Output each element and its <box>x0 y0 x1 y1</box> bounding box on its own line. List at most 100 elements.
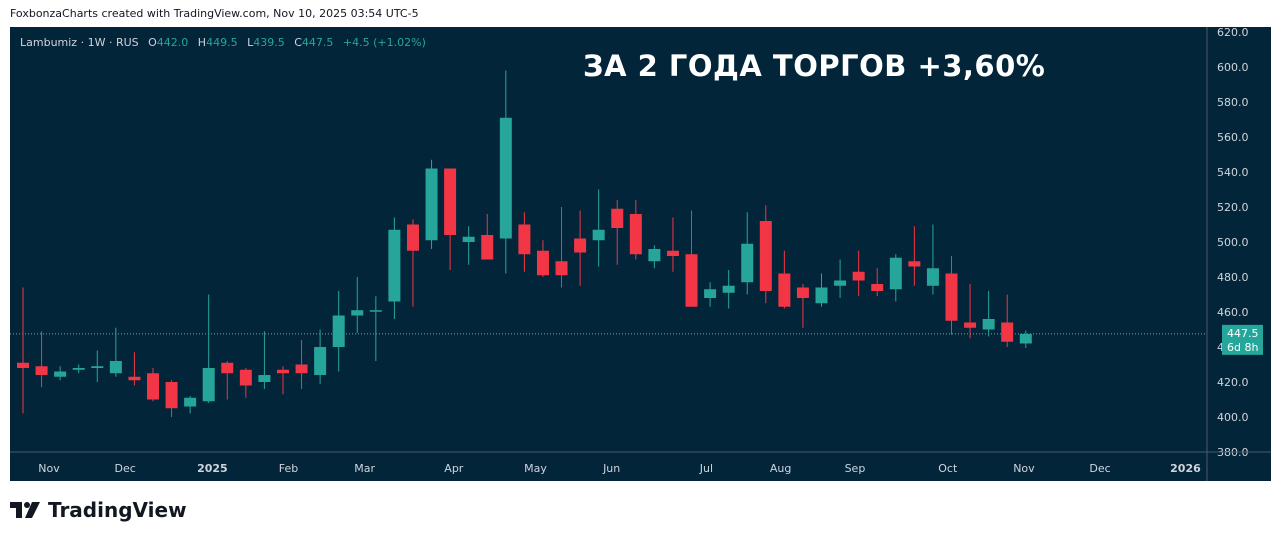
candle-body <box>908 261 921 267</box>
candle-body <box>165 382 178 409</box>
candle-body <box>128 376 141 381</box>
candle-body <box>388 229 401 302</box>
time-tick-label: 2025 <box>197 462 228 475</box>
candle-body <box>54 371 67 377</box>
open-label: O <box>148 36 157 49</box>
price-tick-label: 520.0 <box>1217 201 1249 214</box>
candle-body <box>444 168 457 235</box>
candle-body <box>722 285 735 293</box>
candle-body <box>351 310 364 316</box>
candle-body <box>91 366 104 368</box>
candle-body <box>239 369 252 386</box>
candle-body <box>815 287 828 304</box>
candle-body <box>295 364 308 374</box>
high-value: 449.5 <box>206 36 238 49</box>
high-label: H <box>197 36 207 49</box>
candle-body <box>1001 322 1014 342</box>
candle-body <box>611 208 624 228</box>
chart-area[interactable]: 620.0 600.0 580.0 560.0 540.0 520.0 500.0 480.0… <box>10 27 1271 481</box>
candle-body <box>72 368 85 370</box>
time-tick-label: Jun <box>602 462 620 475</box>
time-tick-label: Aug <box>770 462 791 475</box>
candle-body <box>1019 333 1032 344</box>
time-tick-label: Feb <box>279 462 298 475</box>
candle-body <box>945 273 958 321</box>
price-tick-label: 560.0 <box>1217 131 1249 144</box>
candle-body <box>964 322 977 328</box>
price-tick-label: 580.0 <box>1217 96 1249 109</box>
close-value: 447.5 <box>301 36 334 49</box>
time-tick-label: Nov <box>1013 462 1035 475</box>
price-tick-label: 480.0 <box>1217 271 1249 284</box>
time-tick-label: Apr <box>444 462 464 475</box>
candle-body <box>332 315 345 347</box>
candle-body <box>406 224 419 251</box>
price-tick-label: 460.0 <box>1217 306 1249 319</box>
time-tick-label: May <box>524 462 547 475</box>
overlay-title: ЗА 2 ГОДА ТОРГОВ +3,60% <box>583 49 1046 83</box>
candle-body <box>834 280 847 286</box>
candle-body <box>871 284 884 291</box>
time-tick-label: Mar <box>354 462 375 475</box>
candle-body <box>481 235 494 260</box>
candle-body <box>518 224 531 255</box>
candle-body <box>109 361 122 374</box>
price-tick-label: 600.0 <box>1217 61 1249 74</box>
candle-body <box>574 238 587 253</box>
candle-body <box>796 287 809 298</box>
close-label: C <box>294 36 302 49</box>
price-axis[interactable]: 620.0 600.0 580.0 560.0 540.0 520.0 500.0 480.0… <box>1206 27 1249 481</box>
time-tick-label: Dec <box>114 462 135 475</box>
candle-body <box>184 397 197 407</box>
candle-body <box>741 243 754 283</box>
candle-body <box>592 229 605 241</box>
candle-body <box>685 254 698 307</box>
candle-body <box>536 250 549 276</box>
brand-name: TradingView <box>48 498 187 522</box>
price-tick-label: 620.0 <box>1217 27 1249 39</box>
candle-body <box>276 369 289 374</box>
low-value: 439.5 <box>253 36 285 49</box>
candle-body <box>35 366 48 375</box>
footer-brand[interactable]: TradingView <box>10 498 187 522</box>
candle-body <box>889 257 902 290</box>
candle-body <box>369 310 382 312</box>
price-tick-label: 500.0 <box>1217 236 1249 249</box>
low-label: L <box>247 36 254 49</box>
candle-body <box>258 375 271 382</box>
candle-body <box>852 271 865 281</box>
symbol-legend[interactable]: Lambumiz · 1W · RUS O442.0 H449.5 L439.5… <box>20 36 426 49</box>
time-tick-label: Oct <box>938 462 958 475</box>
change-value: +4.5 (+1.02%) <box>342 36 426 49</box>
candlestick-chart[interactable]: 620.0 600.0 580.0 560.0 540.0 520.0 500.0 480.0… <box>10 27 1271 481</box>
candle-body <box>704 289 717 298</box>
time-tick-label: Sep <box>845 462 866 475</box>
candles-group <box>17 70 1032 417</box>
symbol-name[interactable]: Lambumiz · 1W · RUS <box>20 36 139 49</box>
candle-body <box>221 362 234 374</box>
candle-body <box>778 273 791 307</box>
candle-body <box>926 268 939 286</box>
last-price-badge-bg <box>1222 324 1263 355</box>
time-tick-label: 2026 <box>1170 462 1201 475</box>
chart-attribution: FoxbonzaCharts created with TradingView.… <box>10 7 419 20</box>
price-tick-label: 420.0 <box>1217 376 1249 389</box>
time-tick-label: Dec <box>1089 462 1110 475</box>
candle-body <box>146 373 159 400</box>
time-tick-label: Jul <box>699 462 713 475</box>
candle-body <box>462 236 475 242</box>
candle-body <box>314 347 327 375</box>
candle-body <box>499 117 512 239</box>
candle-body <box>759 221 772 291</box>
bar-countdown-label: 6d 8h <box>1227 341 1258 354</box>
open-value: 442.0 <box>156 36 189 49</box>
time-tick-label: Nov <box>38 462 60 475</box>
candle-body <box>555 261 568 276</box>
candle-body <box>202 368 215 402</box>
candle-body <box>425 168 438 241</box>
time-axis[interactable]: Nov Dec 2025 Feb Mar Apr May Jun Jul Aug Sep Oct Nov… <box>10 451 1271 475</box>
candle-body <box>629 214 642 255</box>
last-price-badge: 447.5 6d 8h <box>1222 324 1263 355</box>
last-price-label: 447.5 <box>1227 327 1259 340</box>
candle-body <box>648 249 661 262</box>
